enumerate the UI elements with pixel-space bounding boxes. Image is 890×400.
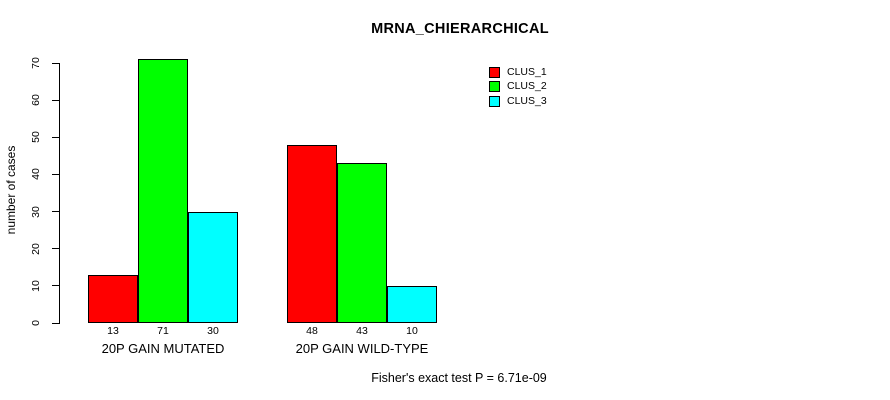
bar-value-label: 30 (207, 325, 219, 337)
legend-swatch-clus_3 (489, 95, 500, 107)
bar-value-label: 10 (406, 325, 418, 337)
y-tick-label: 40 (30, 168, 42, 181)
legend-item-clus_1: CLUS_1 (489, 65, 547, 80)
legend-swatch-clus_1 (489, 66, 500, 78)
y-tick-mark (52, 173, 59, 175)
x-category-label: 20P GAIN WILD-TYPE (295, 341, 429, 356)
y-tick-label: 30 (30, 205, 42, 218)
bar-clus_1-group2 (287, 145, 337, 323)
chart-title: MRNA_CHIERARCHICAL (371, 21, 549, 37)
y-tick-mark (52, 99, 59, 101)
y-tick-mark (52, 211, 59, 213)
y-tick-label: 60 (30, 94, 42, 106)
y-tick-label: 50 (30, 131, 42, 144)
y-tick-mark (52, 322, 59, 324)
bar-value-label: 71 (157, 325, 169, 337)
bar-clus_2-group1 (138, 59, 188, 323)
bar-value-label: 13 (107, 325, 119, 337)
legend-swatch-clus_2 (489, 81, 500, 93)
y-tick-label: 10 (30, 280, 42, 292)
y-tick-label: 0 (30, 320, 42, 326)
y-tick-label: 20 (30, 242, 42, 255)
legend: CLUS_1 CLUS_2 CLUS_3 (489, 65, 547, 109)
y-tick-mark (52, 136, 59, 138)
bar-clus_3-group2 (387, 286, 437, 323)
y-tick-mark (52, 285, 59, 287)
bar-clus_1-group1 (88, 275, 138, 323)
bar-clus_3-group1 (188, 212, 238, 323)
y-tick-label: 70 (30, 57, 42, 69)
y-axis-label: number of cases (4, 145, 18, 235)
legend-item-clus_3: CLUS_3 (489, 94, 547, 109)
legend-label: CLUS_2 (507, 80, 547, 93)
legend-item-clus_2: CLUS_2 (489, 80, 547, 95)
bar-value-label: 48 (306, 325, 318, 337)
y-axis-line (59, 63, 60, 324)
bar-value-label: 43 (356, 325, 368, 337)
y-tick-mark (52, 62, 59, 64)
bar-clus_2-group2 (337, 163, 387, 323)
legend-label: CLUS_1 (507, 65, 547, 78)
y-tick-mark (52, 248, 59, 250)
statistical-test-note: Fisher's exact test P = 6.71e-09 (371, 371, 547, 385)
legend-label: CLUS_3 (507, 94, 547, 107)
x-category-label: 20P GAIN MUTATED (101, 341, 225, 356)
